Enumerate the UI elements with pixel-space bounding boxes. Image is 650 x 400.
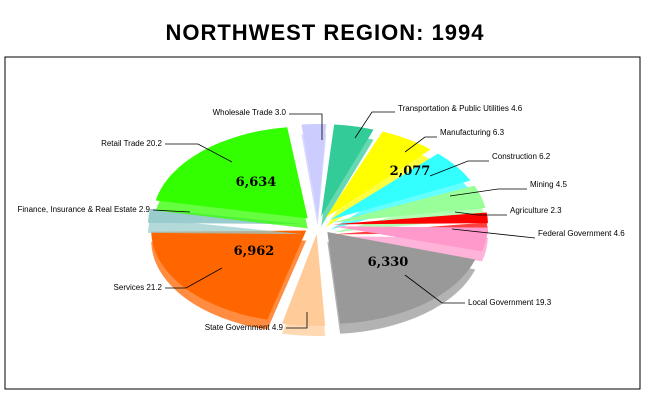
data-value-label: 6,330 [368, 255, 409, 270]
slice-label: Agriculture 2.3 [510, 206, 562, 215]
pie-slice [155, 127, 308, 219]
leader-line [165, 267, 223, 289]
data-value-label: 6,634 [236, 175, 277, 190]
slice-label: Mining 4.5 [530, 180, 567, 189]
data-value-label: 6,962 [234, 244, 275, 259]
leader-line [289, 113, 323, 140]
leader-line [404, 274, 465, 304]
pie-slice [332, 226, 488, 252]
slice-label: Manufacturing 6.3 [440, 128, 505, 137]
plot-frame [4, 56, 641, 390]
slice-label: Transportation & Public Utilities 4.6 [398, 104, 523, 113]
pie-slice [282, 233, 326, 326]
leader-line [404, 136, 437, 153]
slice-label: Construction 6.2 [492, 152, 551, 161]
leader-line [354, 111, 395, 139]
slice-label: Federal Government 4.6 [538, 229, 625, 238]
leader-line [286, 312, 308, 329]
slice-label: Retail Trade 20.2 [101, 139, 162, 148]
leader-line [451, 228, 536, 239]
pie-slice [332, 185, 486, 223]
slice-label: State Government 4.9 [205, 323, 284, 332]
slice-label: Local Government 19.3 [468, 298, 552, 307]
data-value-label: 2,077 [390, 164, 431, 179]
pie-slice [325, 131, 431, 218]
leader-line [165, 143, 233, 163]
slice-label: Wholesale Trade 3.0 [213, 108, 287, 117]
pie-slice [321, 124, 374, 217]
pie-slice [327, 232, 476, 324]
pie-slice [301, 124, 327, 217]
leader-line [454, 211, 507, 216]
pie-slice [332, 212, 488, 225]
leader-line [449, 188, 527, 197]
slice-label: Services 21.2 [114, 283, 163, 292]
pie-slice [151, 230, 307, 320]
pie-slice [330, 153, 471, 220]
leader-line [152, 209, 191, 213]
leader-line [429, 160, 489, 177]
chart-title: NORTHWEST REGION: 1994 [165, 20, 485, 45]
slice-label: Finance, Insurance & Real Estate 2.9 [17, 205, 150, 214]
